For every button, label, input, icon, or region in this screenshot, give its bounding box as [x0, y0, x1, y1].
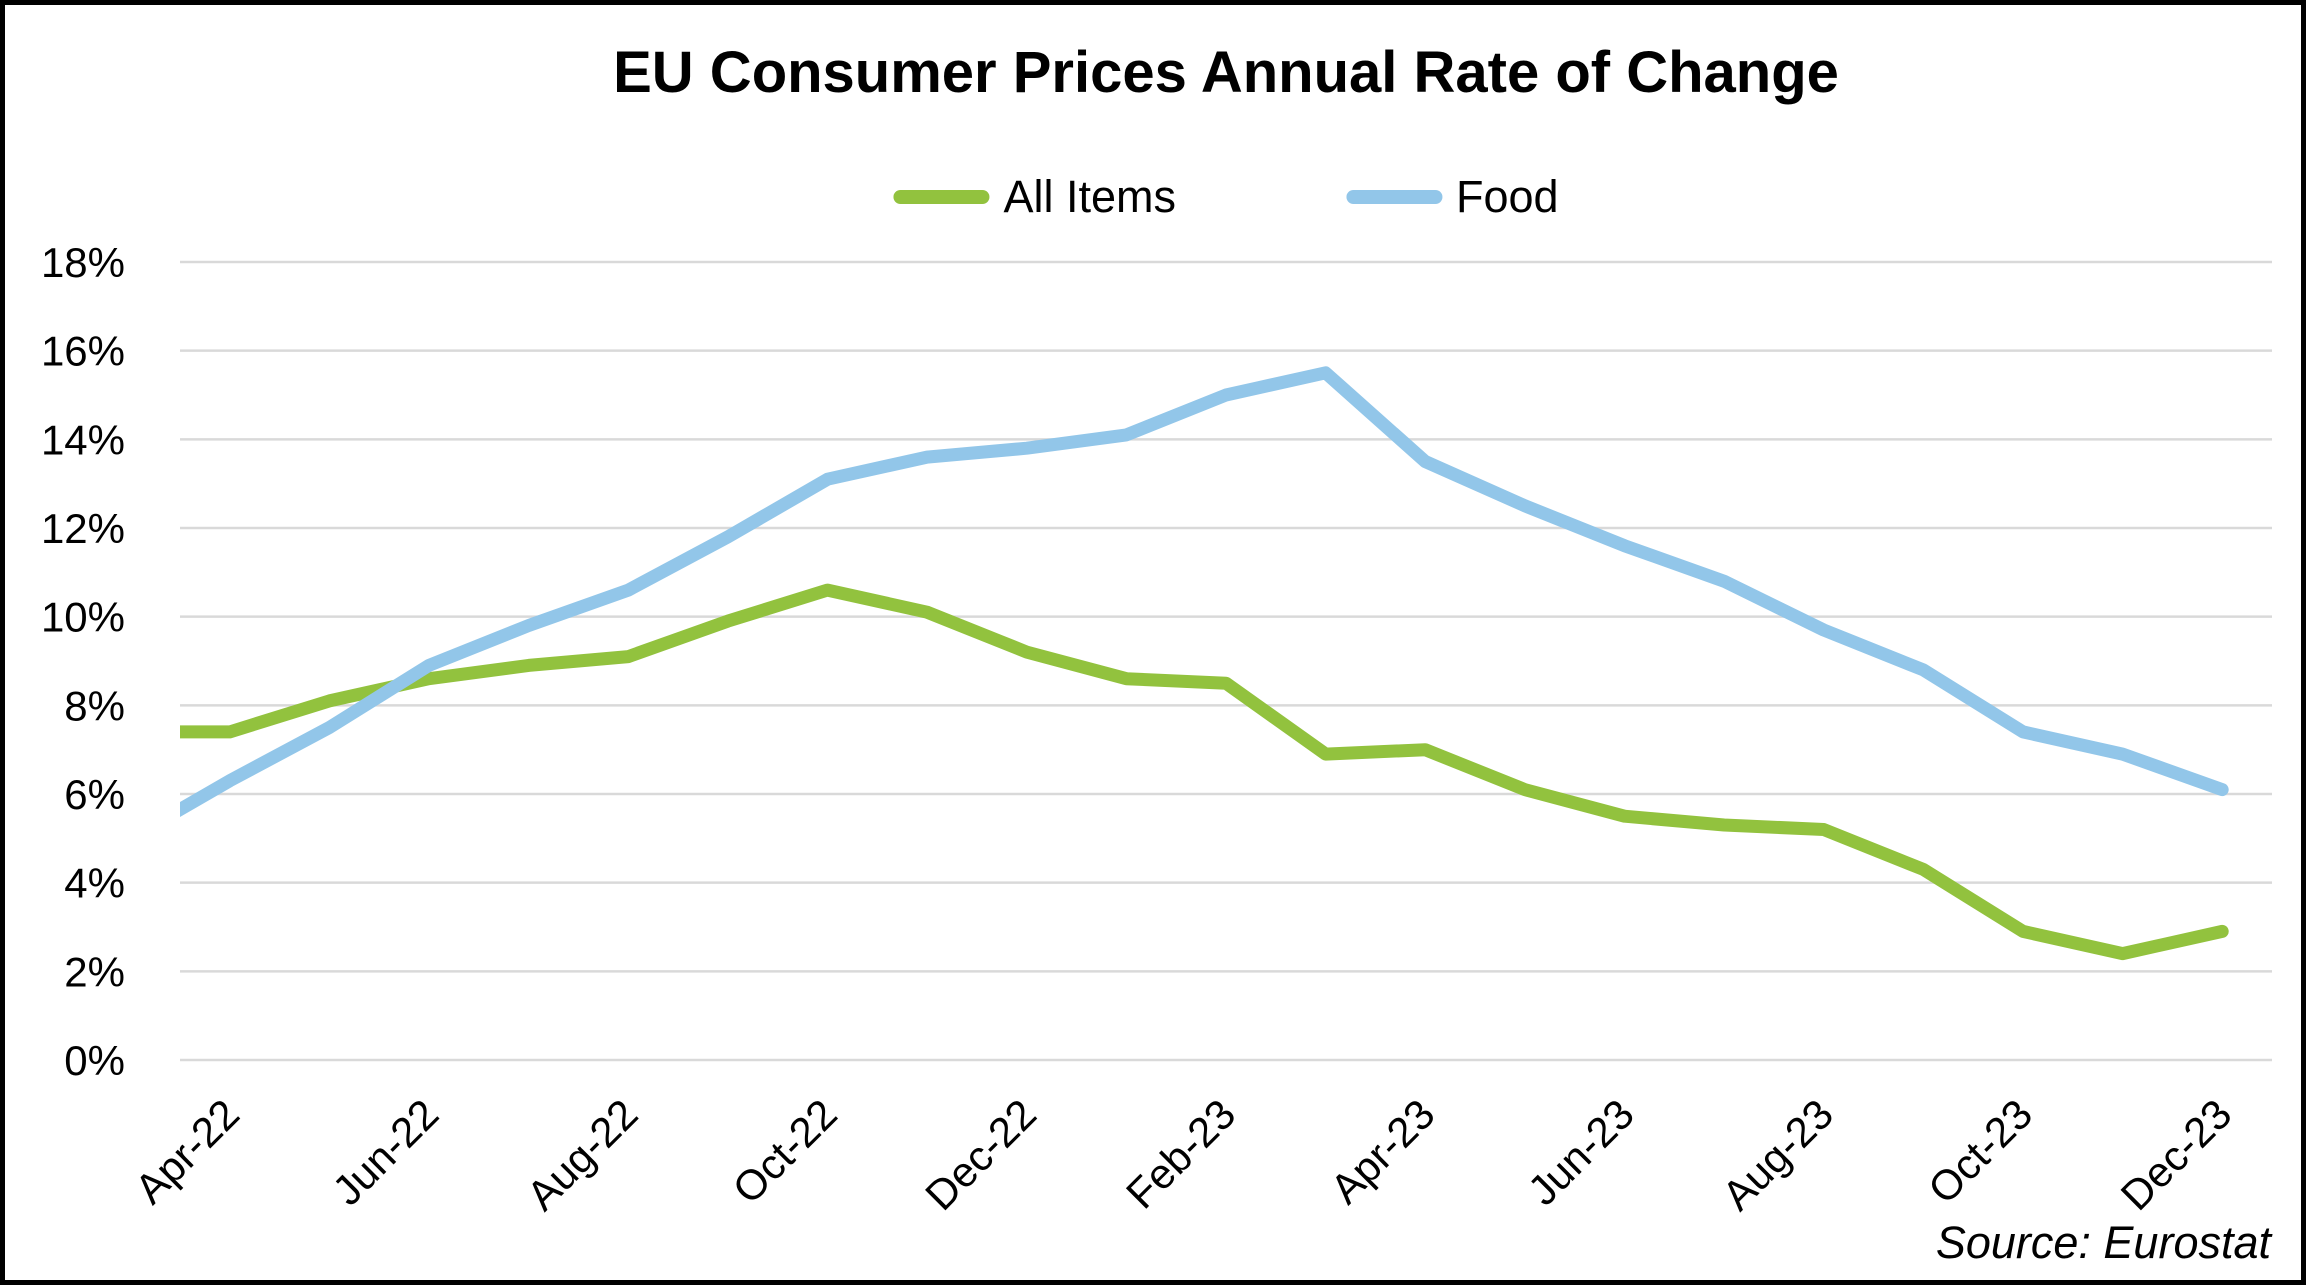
x-axis-tick-label: Dec-23: [2112, 1090, 2241, 1219]
legend-label-food: Food: [1455, 171, 1559, 222]
x-axis-tick-label: Feb-23: [1117, 1090, 1244, 1217]
legend-label-all-items: All Items: [1003, 171, 1176, 222]
page-title: EU Consumer Prices Annual Rate of Change: [613, 40, 1839, 105]
x-axis-tick-label: Oct-23: [1919, 1090, 2041, 1212]
x-axis-tick-label: Dec-22: [916, 1090, 1045, 1219]
x-axis-tick-label: Jun-23: [1519, 1090, 1643, 1214]
all-items-line: [180, 583, 2229, 961]
y-axis-tick-label: 10%: [41, 594, 125, 641]
source-note: Source: Eurostat: [1935, 1217, 2271, 1268]
x-axis-tick-label: Aug-23: [1713, 1090, 1842, 1219]
line-chart-plot-area: 0% 2% 4% 6% 8% 10% 12% 14% 16% 18% Apr-22 Jun-22 Aug…: [41, 239, 2272, 1219]
y-axis-tick-label: 2%: [64, 948, 125, 995]
x-axis-tick-label: Apr-23: [1321, 1090, 1443, 1212]
y-axis-tick-label: 0%: [64, 1037, 125, 1084]
legend-item-food: Food: [1345, 171, 1559, 223]
y-axis-tick-label: 8%: [64, 682, 125, 729]
y-axis-tick-label: 6%: [64, 771, 125, 818]
food-line: [180, 366, 2229, 818]
all-items-line-swatch-icon: [893, 190, 990, 204]
y-axis-tick-label: 4%: [64, 860, 125, 907]
y-axis-tick-label: 12%: [41, 505, 125, 552]
x-axis-tick-label: Jun-22: [323, 1090, 447, 1214]
food-line-swatch-icon: [1345, 190, 1442, 204]
x-axis-tick-label: Apr-22: [126, 1090, 248, 1212]
x-axis-tick-label: Aug-22: [518, 1090, 647, 1219]
y-axis-tick-label: 18%: [41, 239, 125, 286]
y-axis-tick-label: 14%: [41, 416, 125, 463]
y-axis-tick-label: 16%: [41, 328, 125, 375]
legend-item-all-items: All Items: [893, 171, 1176, 223]
x-axis-tick-label: Oct-22: [724, 1090, 846, 1212]
legend: All Items Food: [893, 171, 1559, 223]
